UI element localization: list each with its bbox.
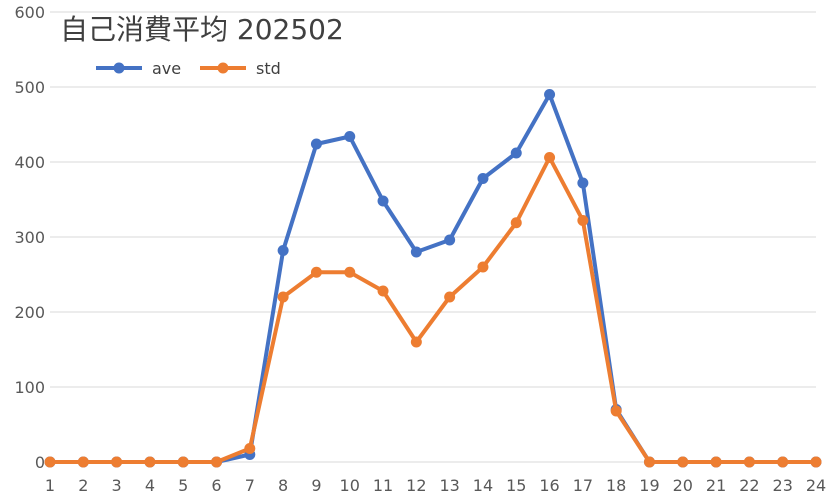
data-point-ave (544, 89, 556, 100)
data-point-ave (477, 173, 489, 184)
data-point-ave (377, 195, 389, 207)
legend-label: std (256, 59, 281, 78)
y-tick-label: 200 (14, 303, 45, 322)
data-point-ave (577, 177, 589, 189)
y-tick-label: 0 (35, 453, 45, 472)
data-point-ave (277, 245, 289, 256)
x-tick-label: 10 (340, 476, 360, 493)
data-point-std (211, 456, 223, 468)
x-tick-label: 5 (178, 476, 188, 493)
x-tick-label: 17 (573, 476, 593, 493)
series-line-ave (48, 92, 818, 464)
data-point-std (444, 291, 456, 303)
x-tick-label: 15 (506, 476, 526, 493)
x-tick-label: 13 (439, 476, 459, 493)
series-lines (44, 89, 822, 468)
legend-swatch-marker (217, 62, 229, 74)
data-point-std (44, 456, 56, 468)
x-tick-label: 14 (473, 476, 493, 493)
data-point-ave (310, 138, 322, 150)
x-tick-label: 6 (211, 476, 221, 493)
data-point-std (777, 456, 789, 468)
data-point-ave (410, 246, 422, 258)
data-point-std (477, 261, 489, 273)
data-point-std (410, 336, 422, 348)
data-point-std (710, 456, 722, 468)
x-tick-label: 9 (311, 476, 321, 493)
x-tick-label: 1 (45, 476, 55, 493)
y-tick-label: 400 (14, 153, 45, 172)
x-tick-label: 12 (406, 476, 426, 493)
data-point-std (77, 456, 89, 468)
data-point-ave (510, 147, 522, 159)
legend-item-ave: ave (96, 59, 181, 78)
x-tick-label: 22 (739, 476, 759, 493)
gridlines (50, 11, 816, 463)
x-tick-label: 2 (78, 476, 88, 493)
data-point-std (111, 456, 123, 468)
data-point-std (144, 456, 156, 468)
data-point-std (810, 456, 822, 468)
data-point-std (310, 266, 322, 278)
x-tick-label: 3 (112, 476, 122, 493)
x-tick-label: 23 (773, 476, 793, 493)
series-line-std (48, 155, 818, 464)
x-axis-tick-labels: 1 2 3 4 5 6 7 8 9 10 11 12 13 14 15 16 17 18 19 20 21 22 23 24 (45, 476, 826, 493)
x-tick-label: 4 (145, 476, 155, 493)
data-point-std (344, 266, 356, 278)
legend-swatch-marker (113, 62, 125, 74)
x-tick-label: 24 (806, 476, 826, 493)
y-axis-tick-labels: 0 100 200 300 400 500 600 (14, 3, 45, 472)
x-tick-label: 18 (606, 476, 626, 493)
series-std (44, 152, 822, 468)
y-tick-label: 500 (14, 78, 45, 97)
x-tick-label: 21 (706, 476, 726, 493)
legend: ave std (96, 59, 281, 78)
data-point-std (510, 217, 522, 229)
data-point-std (377, 285, 389, 297)
chart-title: 自己消費平均 202502 (60, 13, 344, 46)
data-point-std (610, 405, 622, 417)
y-tick-label: 600 (14, 3, 45, 22)
series-ave (44, 89, 822, 468)
data-point-std (277, 291, 289, 303)
data-point-std (577, 215, 589, 226)
x-tick-label: 19 (639, 476, 659, 493)
x-tick-label: 16 (539, 476, 559, 493)
x-tick-label: 8 (278, 476, 288, 493)
data-point-std (544, 152, 556, 163)
data-point-ave (344, 131, 356, 142)
data-point-std (643, 456, 655, 468)
x-tick-label: 20 (673, 476, 693, 493)
y-tick-label: 100 (14, 378, 45, 397)
data-point-std (244, 443, 256, 454)
data-point-std (177, 456, 189, 468)
legend-label: ave (152, 59, 181, 78)
x-tick-label: 11 (373, 476, 393, 493)
data-point-std (677, 456, 689, 468)
x-tick-label: 7 (245, 476, 255, 493)
data-point-ave (444, 234, 456, 246)
legend-item-std: std (200, 59, 281, 78)
y-tick-label: 300 (14, 228, 45, 247)
data-point-std (743, 456, 755, 468)
